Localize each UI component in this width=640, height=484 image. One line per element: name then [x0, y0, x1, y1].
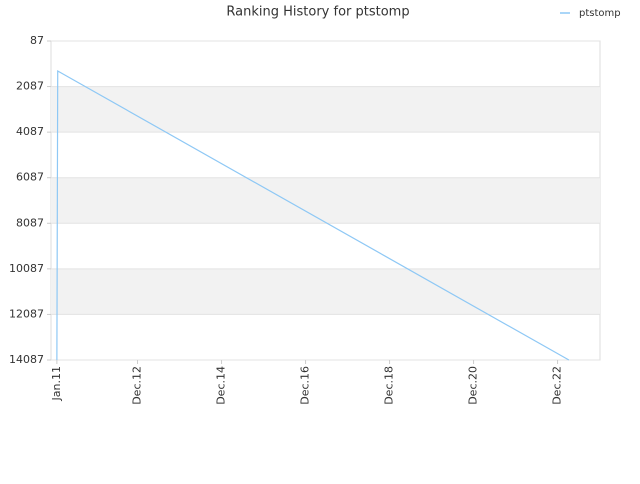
grid-band: [51, 86, 600, 133]
legend-label: ptstomp: [579, 8, 621, 19]
y-tick-label: 14087: [9, 353, 44, 366]
chart-title: Ranking History for ptstomp: [226, 5, 409, 20]
x-tick-label: Dec.18: [383, 366, 396, 405]
x-tick-label: Dec.12: [131, 366, 144, 405]
y-tick-label: 4087: [16, 125, 44, 138]
y-tick-label: 12087: [9, 307, 44, 320]
y-tick-label: 87: [30, 34, 44, 47]
grid-band: [51, 268, 600, 315]
x-tick-label: Jan.11: [50, 366, 63, 401]
y-tick-label: 10087: [9, 262, 44, 275]
x-tick-label: Dec.20: [467, 366, 480, 405]
grid-band: [51, 177, 600, 224]
x-tick-label: Dec.22: [551, 366, 564, 405]
line: [56, 69, 570, 361]
x-tick-label: Dec.14: [215, 366, 228, 405]
y-tick-label: 2087: [16, 80, 44, 93]
y-tick-label: 6087: [16, 171, 44, 184]
y-tick-label: 8087: [16, 216, 44, 229]
x-tick-label: Dec.16: [299, 366, 312, 405]
